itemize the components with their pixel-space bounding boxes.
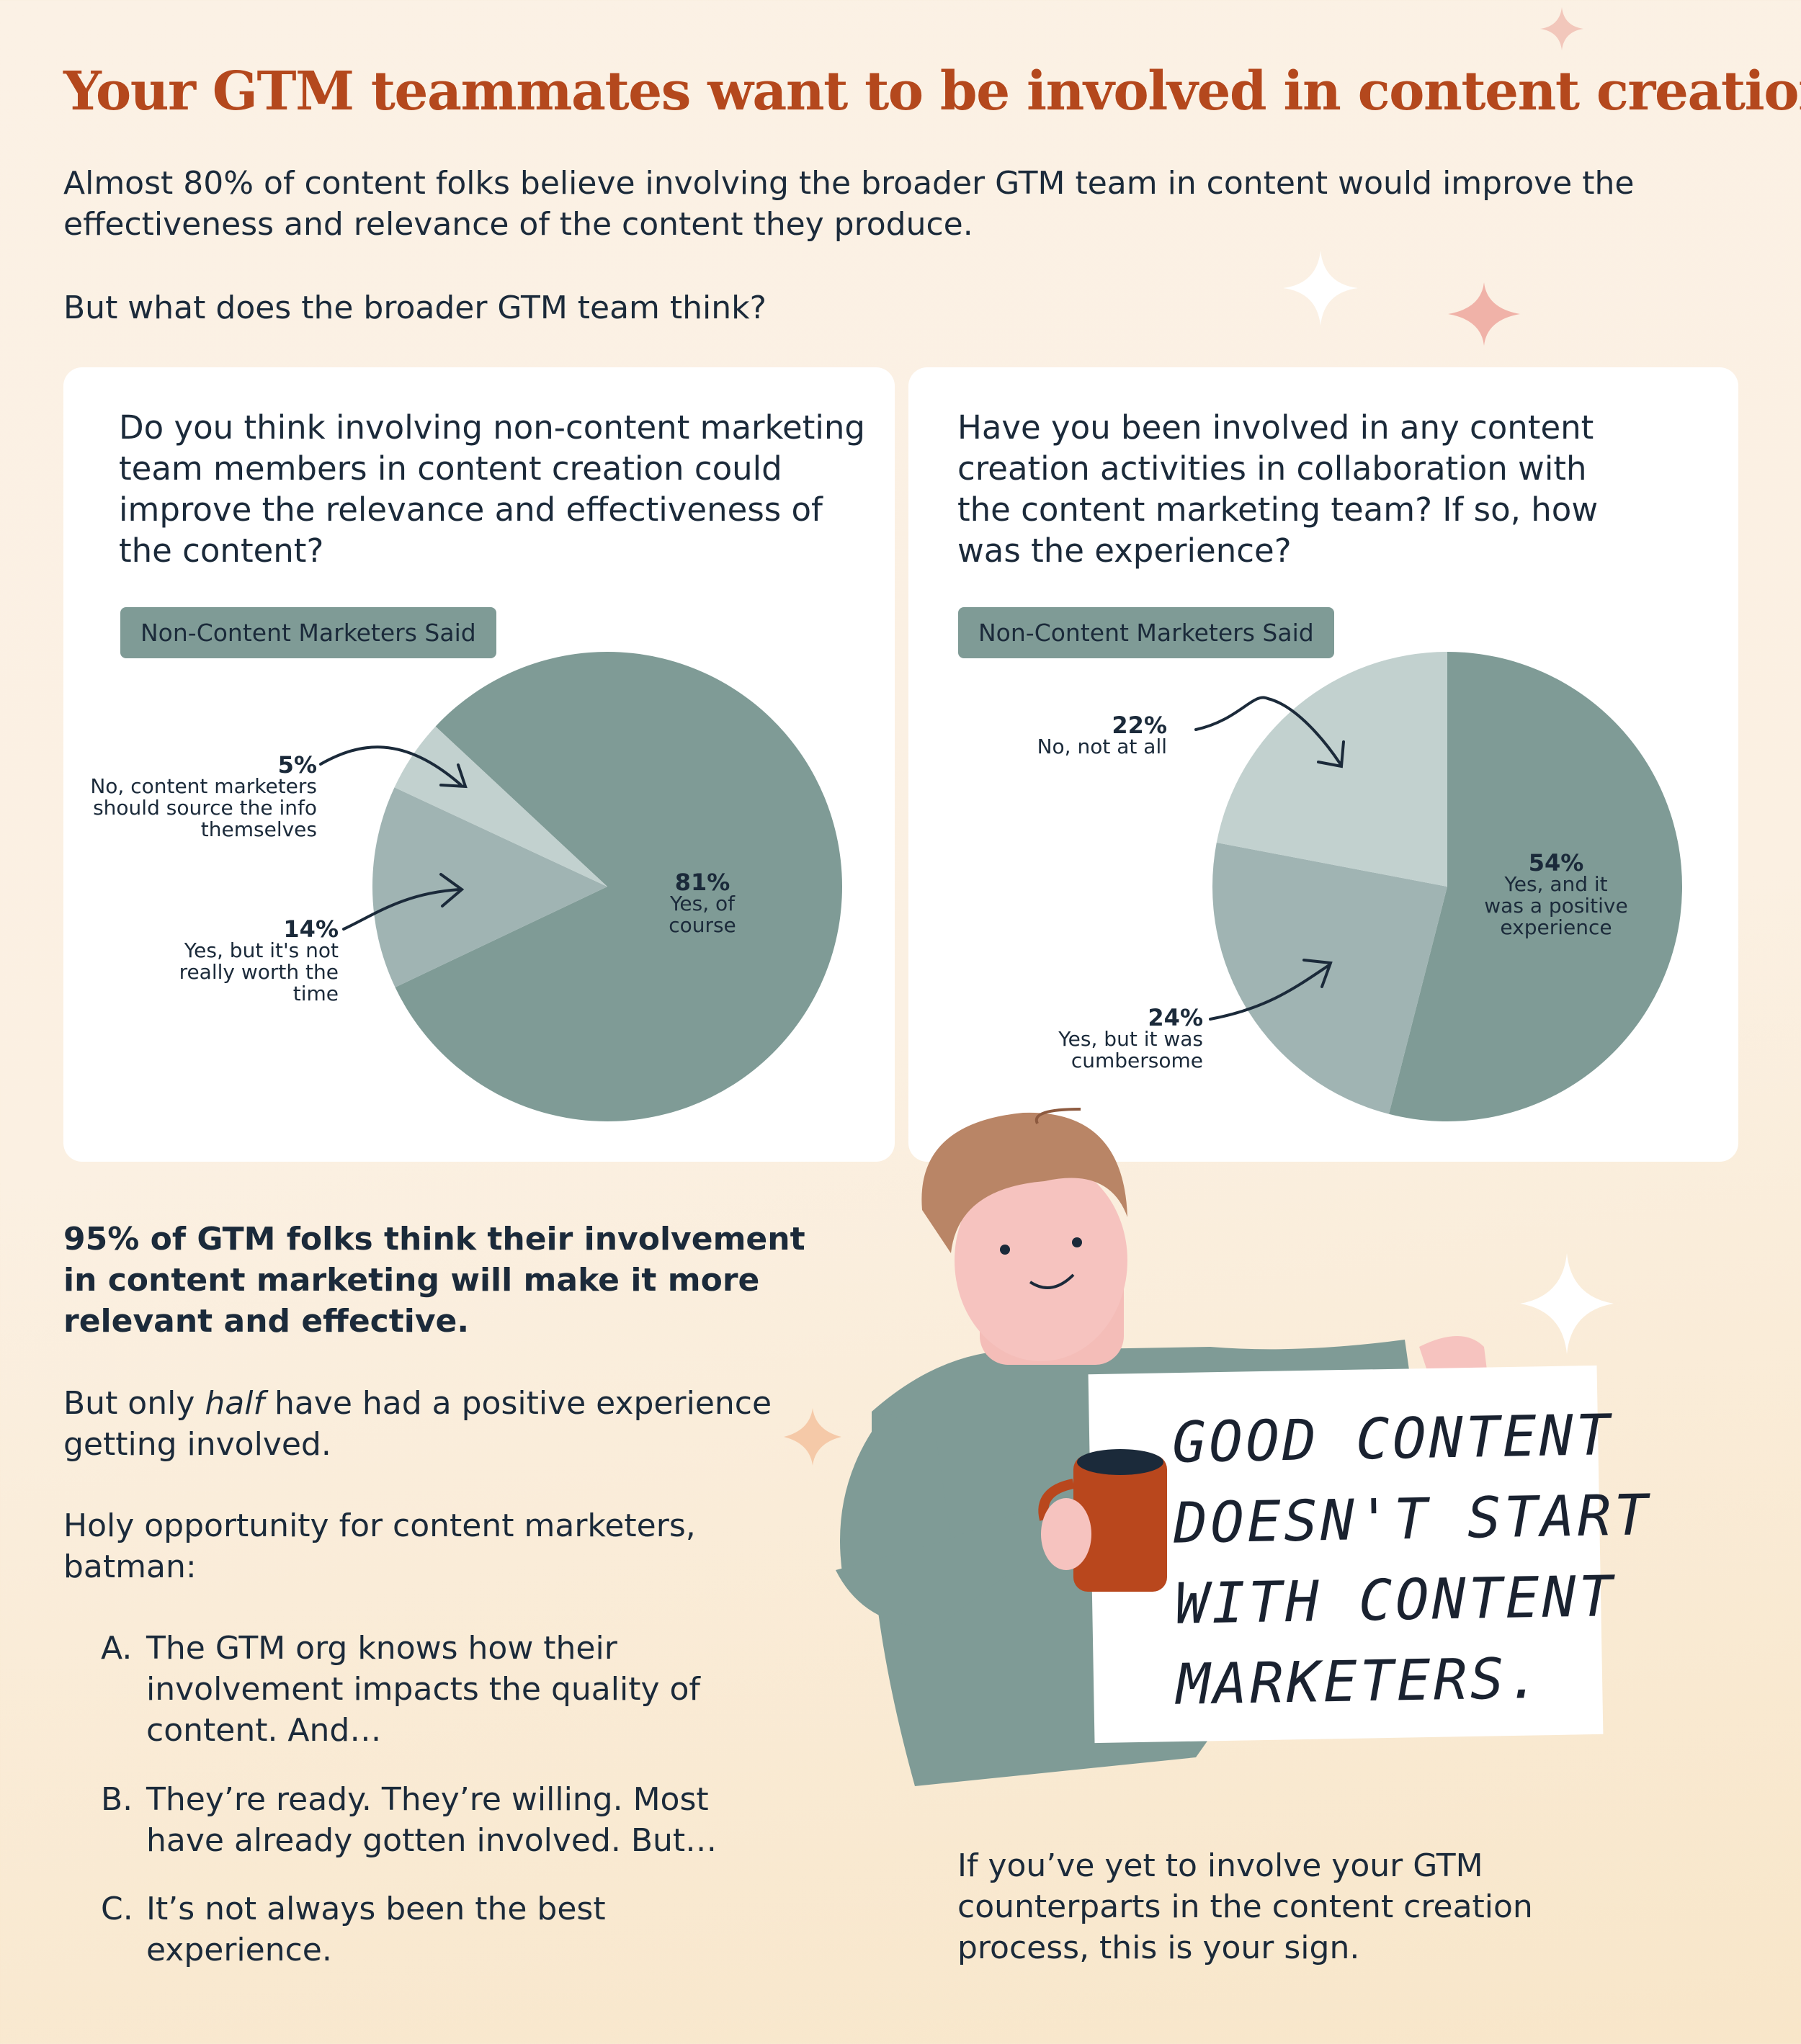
paragraph-opportunity: Holy opportunity for content marketers, … (63, 1507, 696, 1585)
card-2-badge: Non-Content Marketers Said (958, 607, 1334, 658)
slice-label-5: 5% No, content marketers should source th… (90, 751, 317, 841)
sign-text: GOOD CONTENT DOESN'T START WITH CONTENT … (1171, 1394, 1654, 1725)
arrow-icon (342, 873, 465, 931)
card-1-question: Do you think involving non-content marke… (119, 408, 865, 570)
pie-slice-5 (394, 726, 607, 887)
sign-line: GOOD CONTENT (1171, 1403, 1614, 1476)
intro-text: Almost 80% of content folks believe invo… (63, 165, 1635, 243)
sparkle-icon (784, 1408, 841, 1466)
headline-stat: 95% of GTM folks think their involvement… (63, 1221, 805, 1340)
sparkle-icon (1540, 7, 1583, 50)
sparkle-icon (1448, 282, 1520, 346)
sparkle-icon (1283, 251, 1358, 326)
pie-slice-24 (1212, 842, 1447, 1114)
sign-line: WITH CONTENT (1174, 1564, 1617, 1637)
slice-label-14: 14% Yes, but it's not really worth the ti… (179, 915, 339, 1005)
paragraph-half: But only half have had a positive experi… (63, 1385, 772, 1463)
card-1-badge: Non-Content Marketers Said (120, 607, 496, 658)
card-2-question: Have you been involved in any content cr… (957, 408, 1599, 570)
list-item: B. They’re ready. They’re willing. Most h… (101, 1781, 718, 1859)
slice-label-81: 81% Yes, of course (669, 869, 736, 937)
pie-slice-14 (372, 787, 607, 987)
arrow-icon (1209, 959, 1333, 1021)
list-item: C. It’s not always been the best experien… (101, 1891, 606, 1968)
arrow-icon (319, 745, 468, 789)
slice-label-24: 24% Yes, but it was cumbersome (1058, 1004, 1203, 1072)
arrow-icon (1194, 696, 1345, 768)
pie-slice-54 (1388, 652, 1682, 1121)
closing-text: If you’ve yet to involve your GTM counte… (957, 1847, 1533, 1966)
mug-icon (1073, 1455, 1167, 1592)
page-title: Your GTM teammates want to be involved i… (63, 60, 1801, 122)
question-text: But what does the broader GTM team think… (63, 290, 767, 326)
sign-board (1088, 1365, 1604, 1744)
sign-line: DOESN'T START (1173, 1483, 1652, 1556)
sparkle-icon (1520, 1253, 1614, 1354)
sign-line: MARKETERS. (1176, 1646, 1545, 1718)
pie-slice-22 (1216, 652, 1447, 887)
slice-label-22: 22% No, not at all (1037, 712, 1167, 758)
pie-slice-81 (395, 652, 842, 1121)
slice-label-54: 54% Yes, and it was a positive experience (1484, 849, 1628, 939)
list-item: A. The GTM org knows how their involvemen… (101, 1630, 700, 1749)
